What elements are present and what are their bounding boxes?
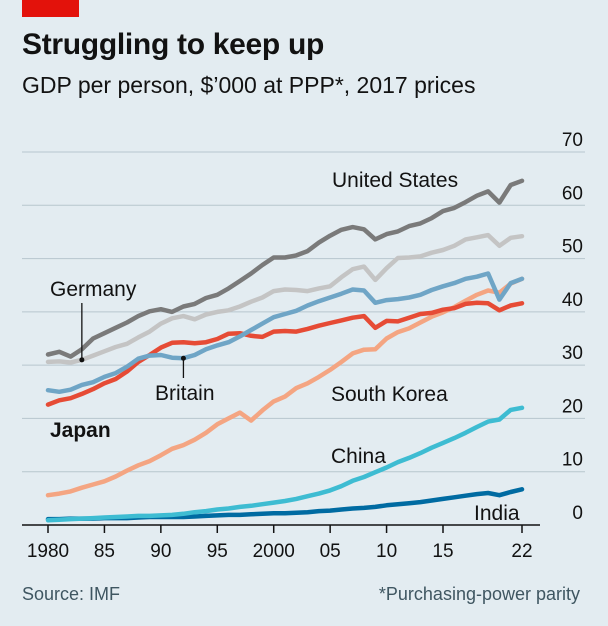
series-label-united-states: United States — [332, 169, 458, 192]
y-tick-label-30: 30 — [562, 343, 583, 364]
y-tick-label-0: 0 — [572, 503, 583, 524]
x-tick-label-1980: 1980 — [27, 541, 69, 562]
x-tick-label-1985: 85 — [94, 541, 115, 562]
series-label-japan: Japan — [50, 419, 111, 442]
series-line-south-korea — [45, 276, 525, 498]
series-line-united-states — [45, 178, 525, 359]
y-tick-label-50: 50 — [562, 237, 583, 258]
x-tick-label-1990: 90 — [150, 541, 171, 562]
series-line-germany — [45, 232, 525, 365]
y-tick-label-60: 60 — [562, 183, 583, 204]
series-label-china: China — [331, 445, 386, 468]
series-line-japan — [45, 300, 525, 407]
x-tick-label-2010: 10 — [376, 541, 397, 562]
germany-leader-dot — [79, 357, 85, 363]
series-label-india: India — [474, 502, 520, 525]
footnote: *Purchasing-power parity — [378, 584, 580, 604]
source-note: Source: IMF — [22, 584, 121, 604]
y-tick-label-10: 10 — [562, 450, 583, 471]
x-tick-label-2005: 05 — [320, 541, 341, 562]
brand-red-tab — [22, 0, 79, 17]
chart-title: Struggling to keep up — [22, 28, 325, 61]
series-line-china — [45, 405, 525, 523]
britain-leader-dot — [180, 355, 186, 361]
y-tick-label-20: 20 — [562, 396, 583, 417]
x-tick-label-2000: 2000 — [253, 541, 295, 562]
x-tick-label-1995: 95 — [207, 541, 228, 562]
series-line-britain — [45, 271, 525, 395]
series-label-germany: Germany — [50, 278, 137, 301]
x-tick-label-2022: 22 — [511, 541, 532, 562]
y-tick-label-40: 40 — [562, 290, 583, 311]
x-tick-label-2015: 15 — [432, 541, 453, 562]
series-label-britain: Britain — [155, 382, 215, 405]
y-tick-label-70: 70 — [562, 130, 583, 151]
series-label-south-korea: South Korea — [331, 383, 448, 406]
chart-subtitle: GDP per person, $’000 at PPP*, 2017 pric… — [22, 72, 476, 98]
